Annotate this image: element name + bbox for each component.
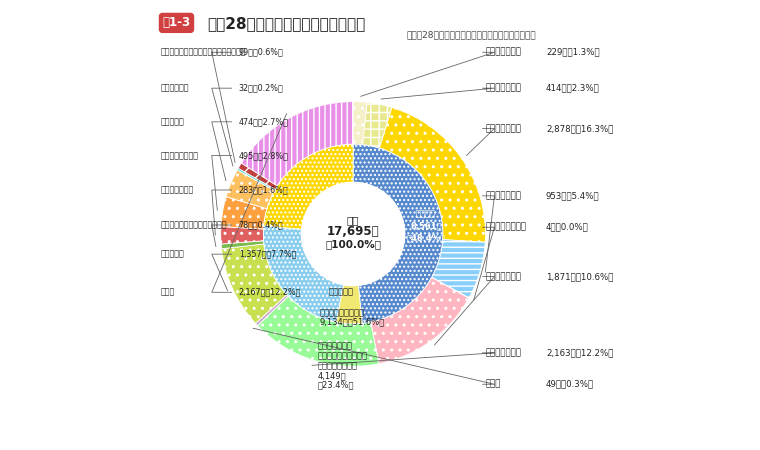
Text: 32人（0.2%）: 32人（0.2%） — [239, 84, 283, 93]
Text: 2,878人（16.3%）: 2,878人（16.3%） — [546, 124, 613, 133]
Wedge shape — [226, 170, 274, 209]
Text: 一般職（社会人）: 一般職（社会人） — [486, 223, 527, 232]
Wedge shape — [255, 295, 288, 325]
Text: 行政執行法人におけるその他の選考採用: 行政執行法人におけるその他の選考採用 — [160, 48, 245, 57]
Text: 技能・労務職（行政職（二））: 技能・労務職（行政職（二）） — [160, 220, 226, 230]
Circle shape — [302, 182, 404, 286]
Text: 495人（2.8%）: 495人（2.8%） — [239, 151, 289, 160]
Wedge shape — [264, 144, 353, 230]
Wedge shape — [264, 226, 344, 322]
Text: 総合職（院卒）: 総合職（院卒） — [486, 48, 521, 57]
Text: 経験者: 経験者 — [486, 380, 501, 389]
Wedge shape — [258, 296, 379, 366]
Wedge shape — [238, 163, 277, 189]
Wedge shape — [222, 244, 287, 324]
Wedge shape — [432, 277, 469, 298]
Text: 229人（1.3%）: 229人（1.3%） — [546, 48, 600, 57]
Text: 専門職（高卒）: 専門職（高卒） — [486, 348, 521, 357]
Text: 953人（5.4%）: 953人（5.4%） — [546, 191, 600, 200]
Text: 78人（0.4%）: 78人（0.4%） — [239, 220, 283, 230]
Text: （平成28年度一般職の国家公務員の任用状況調査）: （平成28年度一般職の国家公務員の任用状況調査） — [407, 30, 537, 39]
Text: 4人（0.0%）: 4人（0.0%） — [546, 223, 589, 232]
Text: 総合職（大卒）: 総合職（大卒） — [486, 84, 521, 93]
Text: 2,163人（12.2%）: 2,163人（12.2%） — [546, 348, 613, 357]
Text: 試験採用以外の採用: 試験採用以外の採用 — [319, 308, 365, 317]
Wedge shape — [221, 197, 267, 229]
Text: 283人（1.6%）: 283人（1.6%） — [239, 185, 288, 194]
Text: 専門職（大卒）: 専門職（大卒） — [486, 272, 521, 281]
Text: 2,167人（12.2%）: 2,167人（12.2%） — [239, 288, 301, 297]
Text: 一般職（大卒）: 一般職（大卒） — [486, 124, 521, 133]
Text: 任期付職員: 任期付職員 — [160, 117, 184, 126]
Text: 任期付採用: 任期付採用 — [160, 250, 184, 259]
Text: 4,149人: 4,149人 — [317, 371, 346, 380]
Text: 1,871人（10.6%）: 1,871人（10.6%） — [546, 272, 613, 281]
Wedge shape — [353, 144, 443, 323]
Wedge shape — [237, 168, 275, 190]
Text: 49人（0.3%）: 49人（0.3%） — [546, 380, 594, 389]
Text: 99人（0.6%）: 99人（0.6%） — [239, 48, 283, 57]
Text: 一般職（高卒）: 一般職（高卒） — [486, 191, 521, 200]
Wedge shape — [432, 239, 485, 298]
Wedge shape — [379, 108, 486, 242]
Text: 任期付研究員: 任期付研究員 — [160, 84, 188, 93]
Text: その他の選考採用: その他の選考採用 — [160, 151, 198, 160]
Text: 平成28年度における職員の採用状況: 平成28年度における職員の採用状況 — [207, 16, 366, 32]
Text: 図1-3: 図1-3 — [163, 16, 191, 29]
Wedge shape — [220, 227, 264, 244]
Text: 再任用: 再任用 — [160, 288, 175, 297]
Text: 試験採用
8,561人
（48.4%）: 試験採用 8,561人 （48.4%） — [407, 210, 445, 242]
Text: 選考採用等: 選考採用等 — [328, 288, 353, 297]
Text: （23.4%）: （23.4%） — [317, 380, 353, 389]
Text: 総数: 総数 — [347, 216, 359, 225]
Text: 特別職・地方公務員・: 特別職・地方公務員・ — [317, 351, 367, 360]
Text: 414人（2.3%）: 414人（2.3%） — [546, 84, 600, 93]
Text: （100.0%）: （100.0%） — [325, 239, 381, 249]
Wedge shape — [353, 102, 367, 145]
Wedge shape — [242, 102, 353, 186]
Text: 医療職・福祉職: 医療職・福祉職 — [160, 185, 194, 194]
Wedge shape — [221, 241, 264, 249]
Text: 人事交流による: 人事交流による — [317, 342, 352, 351]
Text: 474人（2.7%）: 474人（2.7%） — [239, 117, 289, 126]
Text: 9,134人（51.6%）: 9,134人（51.6%） — [319, 318, 385, 327]
Wedge shape — [336, 285, 363, 324]
Wedge shape — [371, 278, 469, 364]
Text: 1,357人（7.7%）: 1,357人（7.7%） — [239, 250, 296, 259]
Text: 公庫等からの採用: 公庫等からの採用 — [317, 361, 357, 370]
Wedge shape — [363, 103, 392, 148]
Text: 17,695人: 17,695人 — [327, 225, 379, 238]
